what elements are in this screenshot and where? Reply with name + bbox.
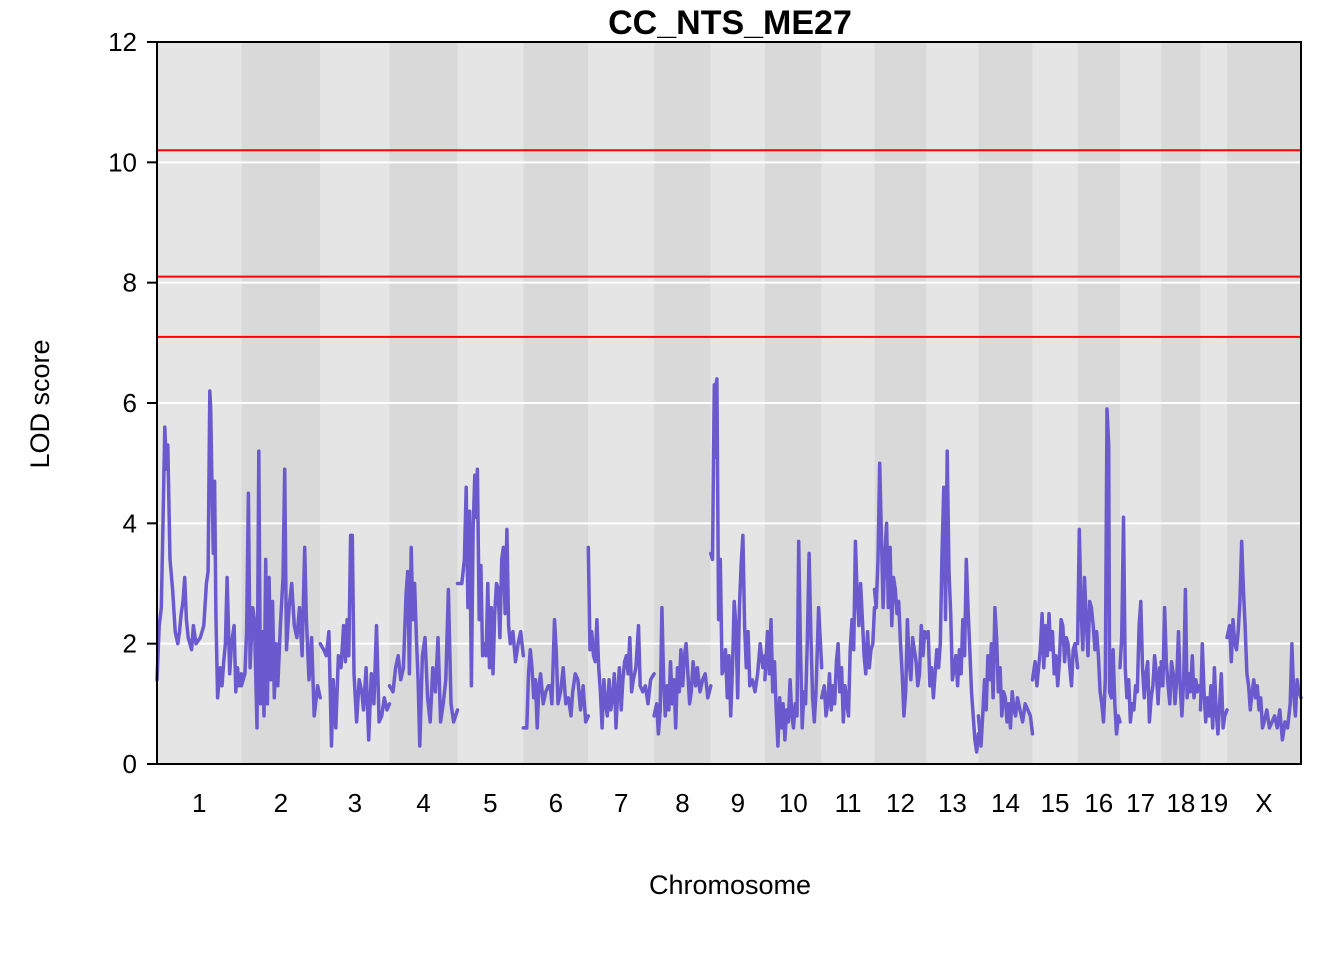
lod-line-chr-15 [1030,611,1080,688]
x-tick-label: 11 [835,788,862,818]
lod-line-chr-13 [924,449,981,754]
lod-line-chr-7 [586,545,656,730]
lod-line-chr-19 [1198,641,1229,736]
lod-line-chr-18 [1159,587,1203,718]
lod-line-chr-8 [652,605,713,736]
lod-line-chr-11 [819,539,877,724]
x-tick-label: 5 [483,788,497,818]
x-tick-label: X [1255,788,1272,818]
lod-line-chr-9 [709,377,767,718]
y-tick-label: 8 [123,268,137,298]
threshold-lines [157,149,1301,338]
y-tick-label: 12 [108,27,137,57]
x-tick-label: 17 [1126,788,1155,818]
y-axis: 0 2 4 6 8 10 12 [108,27,158,779]
y-tick-label: 2 [123,629,137,659]
x-tick-label: 4 [416,788,430,818]
lod-line-chr-16 [1075,407,1122,736]
lod-line-chr-6 [521,617,591,730]
lod-line-chr-12 [872,461,929,718]
x-tick-label: 7 [614,788,628,818]
x-tick-label: 14 [991,788,1020,818]
y-tick-label: 6 [123,388,137,418]
y-tick-label: 4 [123,508,137,538]
lod-line-chr-5 [455,467,526,688]
lod-line-chr-14 [976,605,1035,748]
x-tick-label: 6 [549,788,563,818]
x-axis: 1 2 3 4 5 6 7 8 9 10 11 12 13 14 15 16 17 18 19 X [192,788,1273,818]
lod-line-chr-10 [763,539,824,748]
lod-line-chr-3 [318,533,392,748]
lod-line-chr-X [1225,539,1303,742]
lod-line-chr-17 [1118,515,1163,724]
x-tick-label: 8 [675,788,689,818]
x-tick-label: 15 [1041,788,1070,818]
x-tick-label: 18 [1166,788,1195,818]
lod-line-chr-1 [155,389,244,700]
lod-line-chr-2 [239,449,322,730]
x-tick-label: 12 [886,788,915,818]
lod-series [155,377,1303,754]
y-tick-label: 0 [123,749,137,779]
y-axis-title: LOD score [25,339,55,468]
y-tick-label: 10 [108,147,137,177]
x-tick-label: 10 [779,788,808,818]
x-tick-label: 19 [1199,788,1228,818]
x-tick-label: 13 [938,788,967,818]
lod-line-chr-4 [387,545,460,748]
x-tick-label: 9 [731,788,745,818]
x-axis-title: Chromosome [649,870,811,900]
chart-title: CC_NTS_ME27 [608,4,852,42]
x-tick-label: 1 [192,788,206,818]
x-tick-label: 3 [348,788,362,818]
x-tick-label: 16 [1084,788,1113,818]
x-tick-label: 2 [274,788,288,818]
